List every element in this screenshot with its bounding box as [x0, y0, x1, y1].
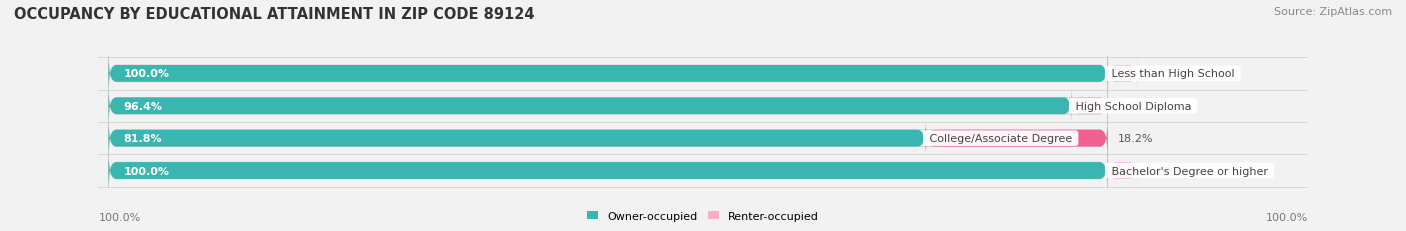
Text: 0.0%: 0.0% [1147, 166, 1175, 176]
FancyBboxPatch shape [108, 153, 1108, 188]
Text: High School Diploma: High School Diploma [1071, 101, 1195, 111]
Text: 3.6%: 3.6% [1118, 101, 1146, 111]
Text: College/Associate Degree: College/Associate Degree [925, 134, 1076, 143]
FancyBboxPatch shape [925, 121, 1108, 156]
Text: OCCUPANCY BY EDUCATIONAL ATTAINMENT IN ZIP CODE 89124: OCCUPANCY BY EDUCATIONAL ATTAINMENT IN Z… [14, 7, 534, 22]
Text: 18.2%: 18.2% [1118, 134, 1153, 143]
Text: 96.4%: 96.4% [124, 101, 163, 111]
FancyBboxPatch shape [108, 121, 1108, 156]
FancyBboxPatch shape [1071, 89, 1108, 124]
FancyBboxPatch shape [108, 57, 1108, 91]
Text: 0.0%: 0.0% [1147, 69, 1175, 79]
Text: 100.0%: 100.0% [98, 212, 141, 222]
FancyBboxPatch shape [108, 89, 1108, 124]
FancyBboxPatch shape [108, 57, 1108, 91]
Text: 100.0%: 100.0% [124, 166, 169, 176]
Text: Source: ZipAtlas.com: Source: ZipAtlas.com [1274, 7, 1392, 17]
Text: Bachelor's Degree or higher: Bachelor's Degree or higher [1108, 166, 1271, 176]
FancyBboxPatch shape [1108, 153, 1137, 188]
Text: Less than High School: Less than High School [1108, 69, 1237, 79]
Text: 100.0%: 100.0% [124, 69, 169, 79]
Text: 81.8%: 81.8% [124, 134, 162, 143]
FancyBboxPatch shape [1108, 57, 1137, 91]
FancyBboxPatch shape [108, 121, 925, 156]
FancyBboxPatch shape [108, 89, 1071, 124]
FancyBboxPatch shape [108, 153, 1108, 188]
Text: 100.0%: 100.0% [1265, 212, 1308, 222]
Legend: Owner-occupied, Renter-occupied: Owner-occupied, Renter-occupied [582, 207, 824, 225]
